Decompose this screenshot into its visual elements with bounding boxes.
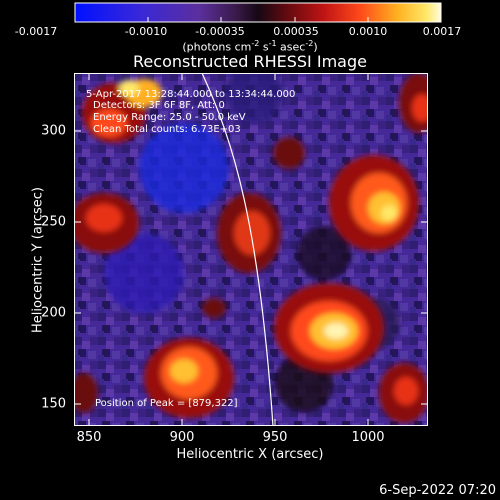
detectors-text: Detectors: 3F 6F 8F, Att: 0 <box>93 100 225 111</box>
y-axis-label: Heliocentric Y (arcsec) <box>30 187 46 333</box>
energy-range-text: Energy Range: 25.0 - 50.0 keV <box>93 112 246 123</box>
time-range-text: 5-Apr-2017 13:28:44.000 to 13:34:44.000 <box>86 89 296 100</box>
clean-info-text: Clean Total counts: 6.73E+03 <box>93 124 241 135</box>
colorbar-tick-label: 0.0010 <box>348 25 388 38</box>
y-tick-label: 150 <box>41 396 66 412</box>
rhessi-image <box>74 73 428 426</box>
x-axis-label: Heliocentric X (arcsec) <box>176 447 324 462</box>
colorbar-tick-label: 0.0017 <box>422 25 462 38</box>
y-tick-label: 300 <box>41 123 66 139</box>
colorbar-tick-label: 0.00035 <box>273 25 319 38</box>
footer-date: 6-Sep-2022 07:20 <box>379 483 496 498</box>
x-tick-label: 850 <box>76 430 102 445</box>
colorbar <box>74 2 442 23</box>
colorbar-tick-label: -0.0017 <box>14 25 58 38</box>
colorbar-ticks <box>74 17 442 22</box>
solar-limb-line <box>201 73 274 426</box>
y-tick-label: 200 <box>41 305 66 321</box>
y-tick-label: 250 <box>41 214 66 230</box>
x-tick-label: 1000 <box>351 430 385 445</box>
peak-position-text: Position of Peak = [879,322] <box>95 398 238 409</box>
colorbar-units: (photons cm-2 s-1 asec-2) <box>182 39 318 54</box>
plot-title: Reconstructed RHESSI Image <box>133 52 367 71</box>
x-tick-label: 950 <box>262 430 288 445</box>
x-tick-label: 900 <box>169 430 195 445</box>
colorbar-tick-label: -0.00035 <box>195 25 245 38</box>
colorbar-tick-label: -0.0010 <box>124 25 168 38</box>
colorbar-gradient <box>74 2 442 23</box>
